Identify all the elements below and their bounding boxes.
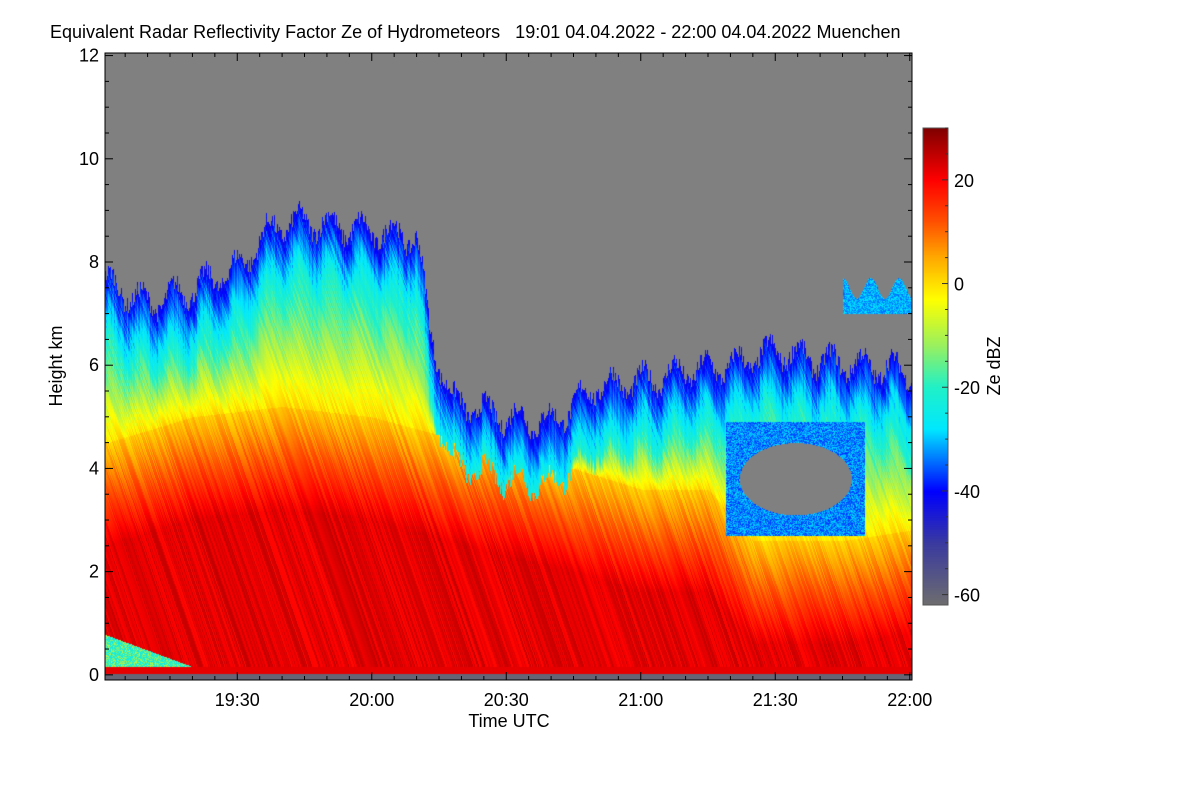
colorbar-tick-label: -60	[954, 586, 980, 606]
x-tick-label: 22:00	[887, 690, 932, 710]
colorbar-label: Ze dBZ	[984, 336, 1004, 395]
colorbar-frame	[922, 127, 949, 606]
colorbar-tick-label: 20	[954, 171, 974, 191]
colorbar-tick-label: -20	[954, 378, 980, 398]
x-tick-label: 20:00	[349, 690, 394, 710]
colorbar-tick-label: 0	[954, 275, 964, 295]
x-tick-label: 21:30	[753, 690, 798, 710]
y-axis-label: Height km	[46, 325, 66, 406]
y-tick-label: 8	[89, 252, 99, 272]
y-tick-label: 4	[89, 458, 99, 478]
y-tick-label: 0	[89, 665, 99, 685]
x-axis-label: Time UTC	[468, 711, 549, 731]
x-tick-label: 21:00	[618, 690, 663, 710]
reflectivity-heatmap	[105, 53, 912, 680]
colorbar-tick-label: -40	[954, 482, 980, 502]
colorbar	[923, 128, 948, 605]
y-tick-label: 12	[79, 46, 99, 66]
y-tick-label: 2	[89, 562, 99, 582]
x-tick-label: 19:30	[215, 690, 260, 710]
plot-frame	[104, 52, 913, 681]
x-tick-label: 20:30	[484, 690, 529, 710]
y-tick-label: 10	[79, 149, 99, 169]
y-tick-label: 6	[89, 355, 99, 375]
chart-title: Equivalent Radar Reflectivity Factor Ze …	[50, 22, 901, 42]
